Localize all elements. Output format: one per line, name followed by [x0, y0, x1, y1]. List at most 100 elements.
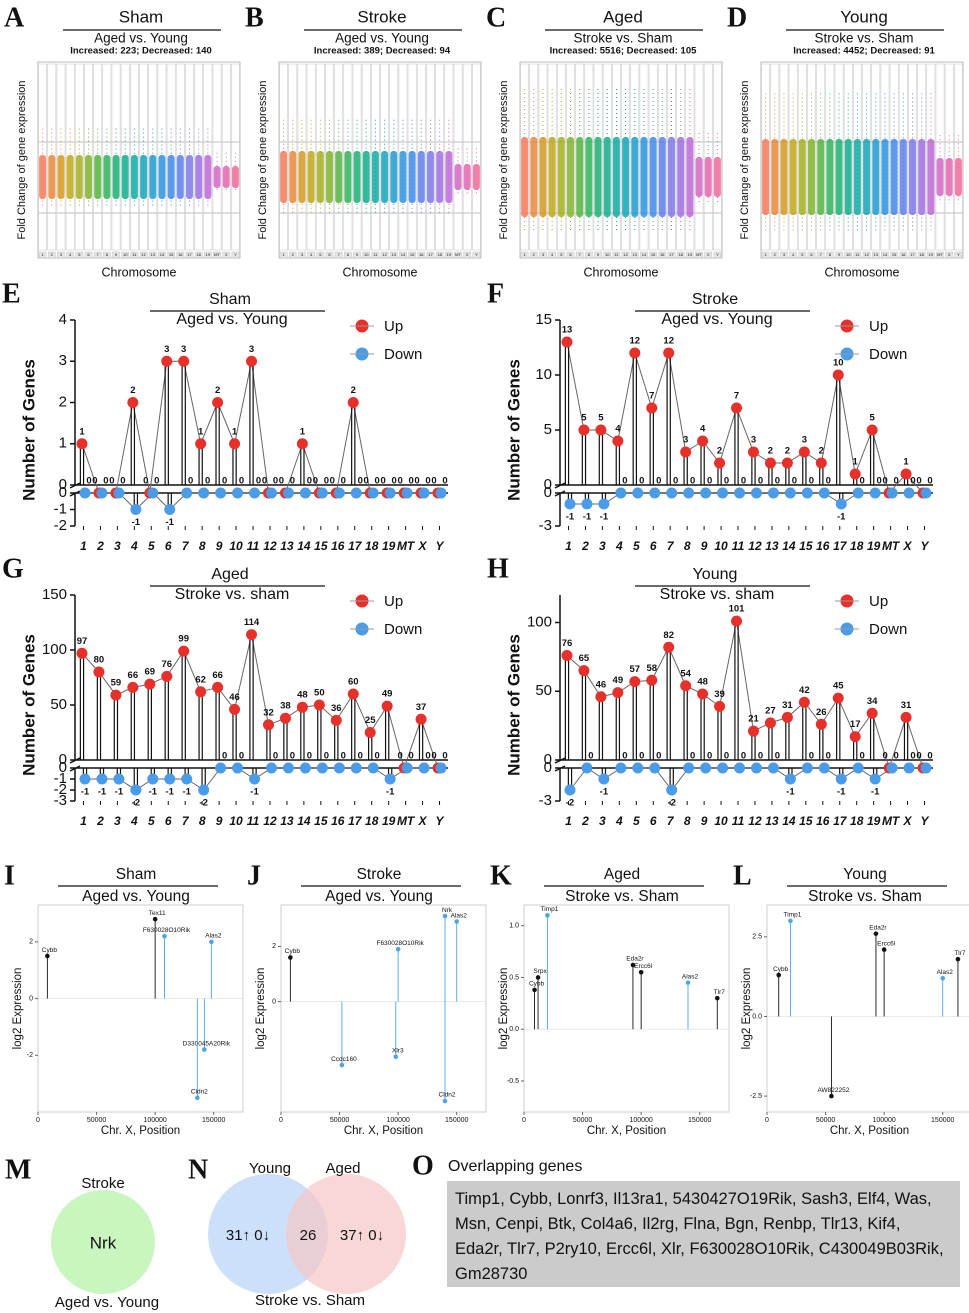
value-label: 0 — [120, 476, 125, 487]
point — [835, 773, 847, 785]
x-tick-label: 7 — [667, 539, 675, 553]
y-tick-label: 10 — [535, 366, 552, 383]
point — [212, 397, 224, 408]
gene-list: Timp1, Cybb, Lonrf3, Il13ra1, 5430427O19… — [447, 1181, 960, 1287]
point — [666, 487, 678, 499]
chromosome-density — [771, 139, 779, 215]
chromosome-density — [399, 151, 407, 203]
value-label: 0 — [639, 476, 644, 487]
value-label: 0 — [109, 476, 114, 487]
point — [339, 1062, 345, 1068]
x-tick-box — [57, 251, 65, 259]
panel-subtitle: Aged vs. Young — [325, 888, 433, 905]
venn-label: Young — [249, 1160, 291, 1177]
x-tick-box — [176, 251, 185, 259]
chromosome-column — [166, 63, 176, 251]
value-label: 66 — [128, 670, 139, 681]
point — [330, 714, 342, 726]
value-label: 0 — [927, 476, 932, 487]
point — [442, 1098, 448, 1104]
chromosome-column — [444, 63, 454, 251]
chromosome-density — [381, 151, 389, 203]
value-label: 0 — [290, 751, 295, 762]
value-label: 17 — [850, 719, 861, 730]
x-tick-label: 16 — [660, 252, 665, 257]
value-label: 3 — [164, 344, 169, 355]
panel-letter: D — [727, 2, 747, 33]
chromosome-density — [899, 139, 907, 215]
panel-subtitle: Aged vs. Young — [176, 311, 287, 328]
x-tick-box — [853, 251, 862, 259]
point — [288, 955, 293, 960]
point-label: Tex11 — [149, 910, 166, 917]
x-tick-box — [695, 251, 703, 259]
y-tick-label: 2 — [59, 393, 67, 410]
chromosome-column — [547, 63, 557, 251]
x-tick-label: MT — [882, 539, 901, 553]
value-label: 0 — [341, 476, 346, 487]
x-tick-label: 16 — [331, 814, 345, 828]
x-tick-label: MT — [882, 814, 901, 828]
point — [232, 487, 244, 499]
value-label: 65 — [579, 653, 590, 664]
value-label: 0 — [758, 476, 763, 487]
point — [299, 487, 311, 499]
point — [788, 918, 793, 924]
y-tick-label: 0 — [29, 995, 33, 1002]
x-tick-label: 7 — [182, 814, 190, 828]
point — [181, 773, 193, 785]
x-tick-box — [380, 251, 389, 259]
value-label: 12 — [663, 336, 674, 347]
x-tick-label: 18 — [437, 252, 442, 257]
value-label: 0 — [86, 476, 91, 487]
chromosome-column — [529, 63, 539, 251]
chromosome-column — [148, 63, 158, 251]
point — [127, 397, 139, 408]
x-tick-label: 1 — [41, 252, 44, 257]
panel-note: Increased: 5516; Decreased: 105 — [550, 46, 698, 57]
chromosome-density — [362, 151, 370, 203]
chromosome-column — [926, 63, 936, 251]
panel-title: Young — [693, 566, 738, 583]
x-axis-label: Chr. X, Position — [830, 1125, 909, 1137]
series-line — [566, 341, 924, 495]
chromosome-column — [472, 63, 481, 251]
value-label: 0 — [656, 476, 661, 487]
value-label: 0 — [775, 751, 780, 762]
x-tick-label: X — [903, 539, 913, 553]
chromosome-column — [602, 63, 612, 251]
point — [615, 762, 627, 774]
value-label: 31 — [782, 700, 793, 711]
point — [852, 762, 864, 774]
value-label: 76 — [562, 638, 573, 649]
x-tick-box — [704, 251, 713, 259]
y-tick-label: -1 — [54, 500, 67, 517]
x-tick-label: 19 — [206, 252, 211, 257]
x-tick-label: 8 — [347, 252, 350, 257]
x-tick-label: MT — [397, 539, 416, 553]
value-label: 0 — [397, 476, 402, 487]
chromosome-column — [111, 63, 121, 251]
series-line — [569, 492, 927, 505]
chromosome-density — [863, 139, 871, 215]
chromosome-density — [344, 151, 352, 203]
venn-label: Stroke — [81, 1175, 124, 1192]
value-label: 25 — [365, 715, 376, 726]
chromosome-density — [371, 151, 379, 203]
y-axis-label: Number of Genes — [504, 359, 523, 501]
point — [801, 762, 813, 774]
point — [401, 762, 413, 774]
value-label: 82 — [663, 630, 674, 641]
x-tick-label: Y — [436, 814, 445, 828]
point — [595, 691, 607, 703]
value-label: 0 — [893, 751, 898, 762]
value-label: -1 — [132, 517, 141, 528]
chromosome-column — [120, 63, 130, 251]
value-label: 0 — [307, 476, 312, 487]
point — [781, 711, 793, 723]
value-label: 0 — [341, 751, 346, 762]
value-label: 3 — [802, 435, 807, 446]
x-tick-label: 9 — [115, 252, 118, 257]
panel-letter: M — [5, 1154, 31, 1185]
chromosome-density — [835, 139, 843, 215]
